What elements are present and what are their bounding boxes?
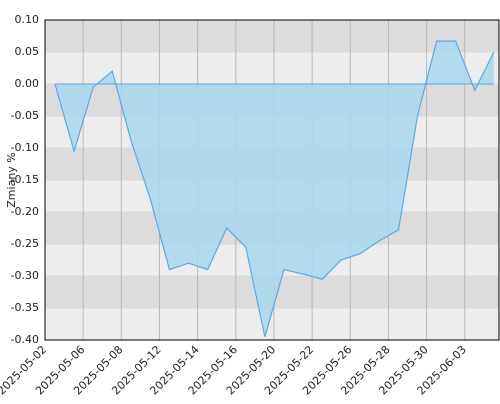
y-tick-label: -0.40	[11, 333, 39, 346]
y-tick-label: -0.20	[11, 205, 39, 218]
y-tick-label: -0.15	[11, 173, 39, 186]
grid-band	[45, 20, 499, 52]
area-line	[54, 40, 495, 337]
y-tick-label: 0.05	[15, 45, 40, 58]
y-tick-label: -0.25	[11, 237, 39, 250]
area-fill	[55, 41, 494, 337]
y-tick-label: 0.10	[15, 13, 40, 26]
grid-band	[45, 52, 499, 84]
y-tick-label: -0.30	[11, 269, 39, 282]
y-tick-label: -0.35	[11, 301, 39, 314]
plot-frame	[44, 19, 500, 341]
y-tick-label: 0.00	[15, 77, 40, 90]
y-tick-label: -0.10	[11, 141, 39, 154]
y-tick-label: -0.05	[11, 109, 39, 122]
y-axis-label: Zmiany %	[5, 152, 18, 207]
